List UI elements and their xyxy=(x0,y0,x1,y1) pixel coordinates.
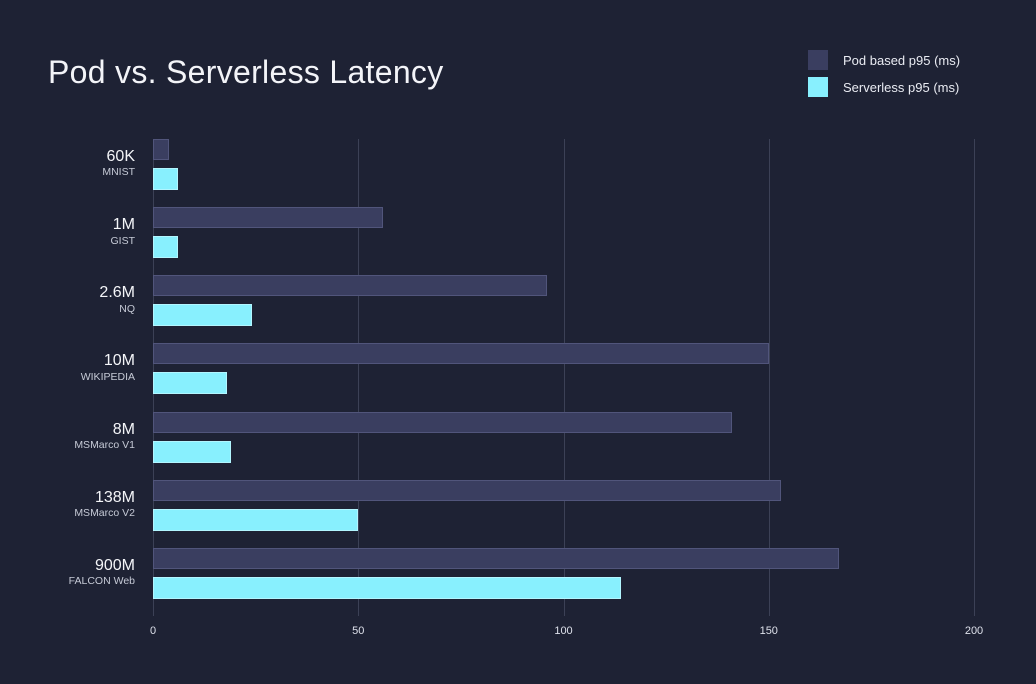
gridline xyxy=(358,139,360,616)
serverless-bar xyxy=(153,576,621,599)
serverless-bar xyxy=(153,508,359,531)
legend-swatch-icon xyxy=(808,50,828,70)
category-size-label: 8M xyxy=(112,420,135,438)
x-tick-label: 200 xyxy=(964,625,984,637)
category-name-label: FALCON Web xyxy=(68,575,135,588)
bar-group-falcon-web: 900M FALCON Web xyxy=(69,547,974,616)
gridline xyxy=(974,139,975,616)
category-name-label: MSMarco V1 xyxy=(74,439,135,452)
bar-group-msmarco-v2: 138M MSMarco V2 xyxy=(74,479,974,548)
serverless-bar xyxy=(153,304,252,327)
bar-group-msmarco-v1: 8M MSMarco V1 xyxy=(74,411,974,480)
gridline xyxy=(563,139,565,616)
pod-bar xyxy=(153,343,769,365)
category-size-label: 60K xyxy=(106,148,135,166)
category-label: 10M WIKIPEDIA xyxy=(81,353,135,385)
serverless-bar xyxy=(153,372,227,395)
category-size-label: 1M xyxy=(112,216,135,234)
category-size-label: 2.6M xyxy=(99,284,135,302)
pod-bar xyxy=(153,411,732,433)
legend-item-label: Pod based p95 (ms) xyxy=(843,52,961,68)
pod-bar xyxy=(153,479,782,501)
bar-group-gist: 1M GIST xyxy=(110,207,974,275)
bar-group-nq: 2.6M NQ xyxy=(99,275,974,343)
category-size-label: 900M xyxy=(94,557,135,575)
category-name-label: WIKIPEDIA xyxy=(80,371,135,384)
x-tick-label: 100 xyxy=(554,625,573,637)
category-label: 138M MSMarco V2 xyxy=(74,489,135,521)
category-name-label: GIST xyxy=(110,234,135,247)
serverless-bar xyxy=(153,440,231,463)
pod-bar xyxy=(153,547,839,569)
legend: Pod based p95 (ms) Serverless p95 (ms) xyxy=(808,50,960,97)
pod-bar xyxy=(153,275,548,297)
legend-item-label: Serverless p95 (ms) xyxy=(843,79,960,95)
category-label: 60K MNIST xyxy=(102,148,135,180)
pod-bar xyxy=(153,207,383,229)
gridline xyxy=(768,139,770,616)
bar-group-mnist: 60K MNIST xyxy=(102,139,974,207)
plot-area: 0 50 100 150 200 60K MNIST 1M GIST 2.6M NQ 10M WIKIP… xyxy=(69,139,983,637)
category-size-label: 138M xyxy=(94,488,135,506)
category-label: 900M FALCON Web xyxy=(69,557,135,589)
category-name-label: MNIST xyxy=(102,166,135,179)
category-label: 8M MSMarco V1 xyxy=(74,421,135,453)
bar-group-wikipedia: 10M WIKIPEDIA xyxy=(81,343,974,411)
legend-item-0[interactable]: Pod based p95 (ms) xyxy=(808,50,960,70)
category-size-label: 10M xyxy=(103,352,135,370)
category-label: 1M GIST xyxy=(110,216,135,248)
x-tick-label: 150 xyxy=(759,625,778,637)
category-name-label: NQ xyxy=(119,302,135,315)
category-label: 2.6M NQ xyxy=(99,285,135,317)
x-tick-label: 0 xyxy=(149,625,157,637)
serverless-bar xyxy=(153,236,178,259)
x-tick-label: 50 xyxy=(352,625,365,637)
serverless-bar xyxy=(153,168,178,190)
legend-swatch-icon xyxy=(808,77,828,97)
chart-title: Pod vs. Serverless Latency xyxy=(48,54,444,90)
category-name-label: MSMarco V2 xyxy=(74,507,135,520)
legend-item-1[interactable]: Serverless p95 (ms) xyxy=(808,77,960,97)
pod-bar xyxy=(153,139,170,160)
